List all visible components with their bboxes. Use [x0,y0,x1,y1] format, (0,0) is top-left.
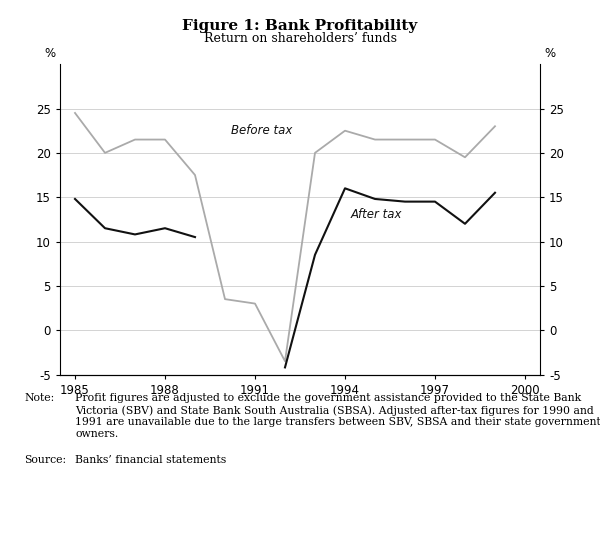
Text: %: % [44,47,55,59]
Text: Before tax: Before tax [231,124,292,137]
Text: Profit figures are adjusted to exclude the government assistance provided to the: Profit figures are adjusted to exclude t… [75,393,600,439]
Text: After tax: After tax [351,208,403,221]
Text: %: % [545,47,556,59]
Text: Note:: Note: [24,393,54,403]
Text: Source:: Source: [24,455,66,465]
Text: Figure 1: Bank Profitability: Figure 1: Bank Profitability [182,19,418,33]
Text: Return on shareholders’ funds: Return on shareholders’ funds [203,32,397,45]
Text: Banks’ financial statements: Banks’ financial statements [75,455,226,465]
